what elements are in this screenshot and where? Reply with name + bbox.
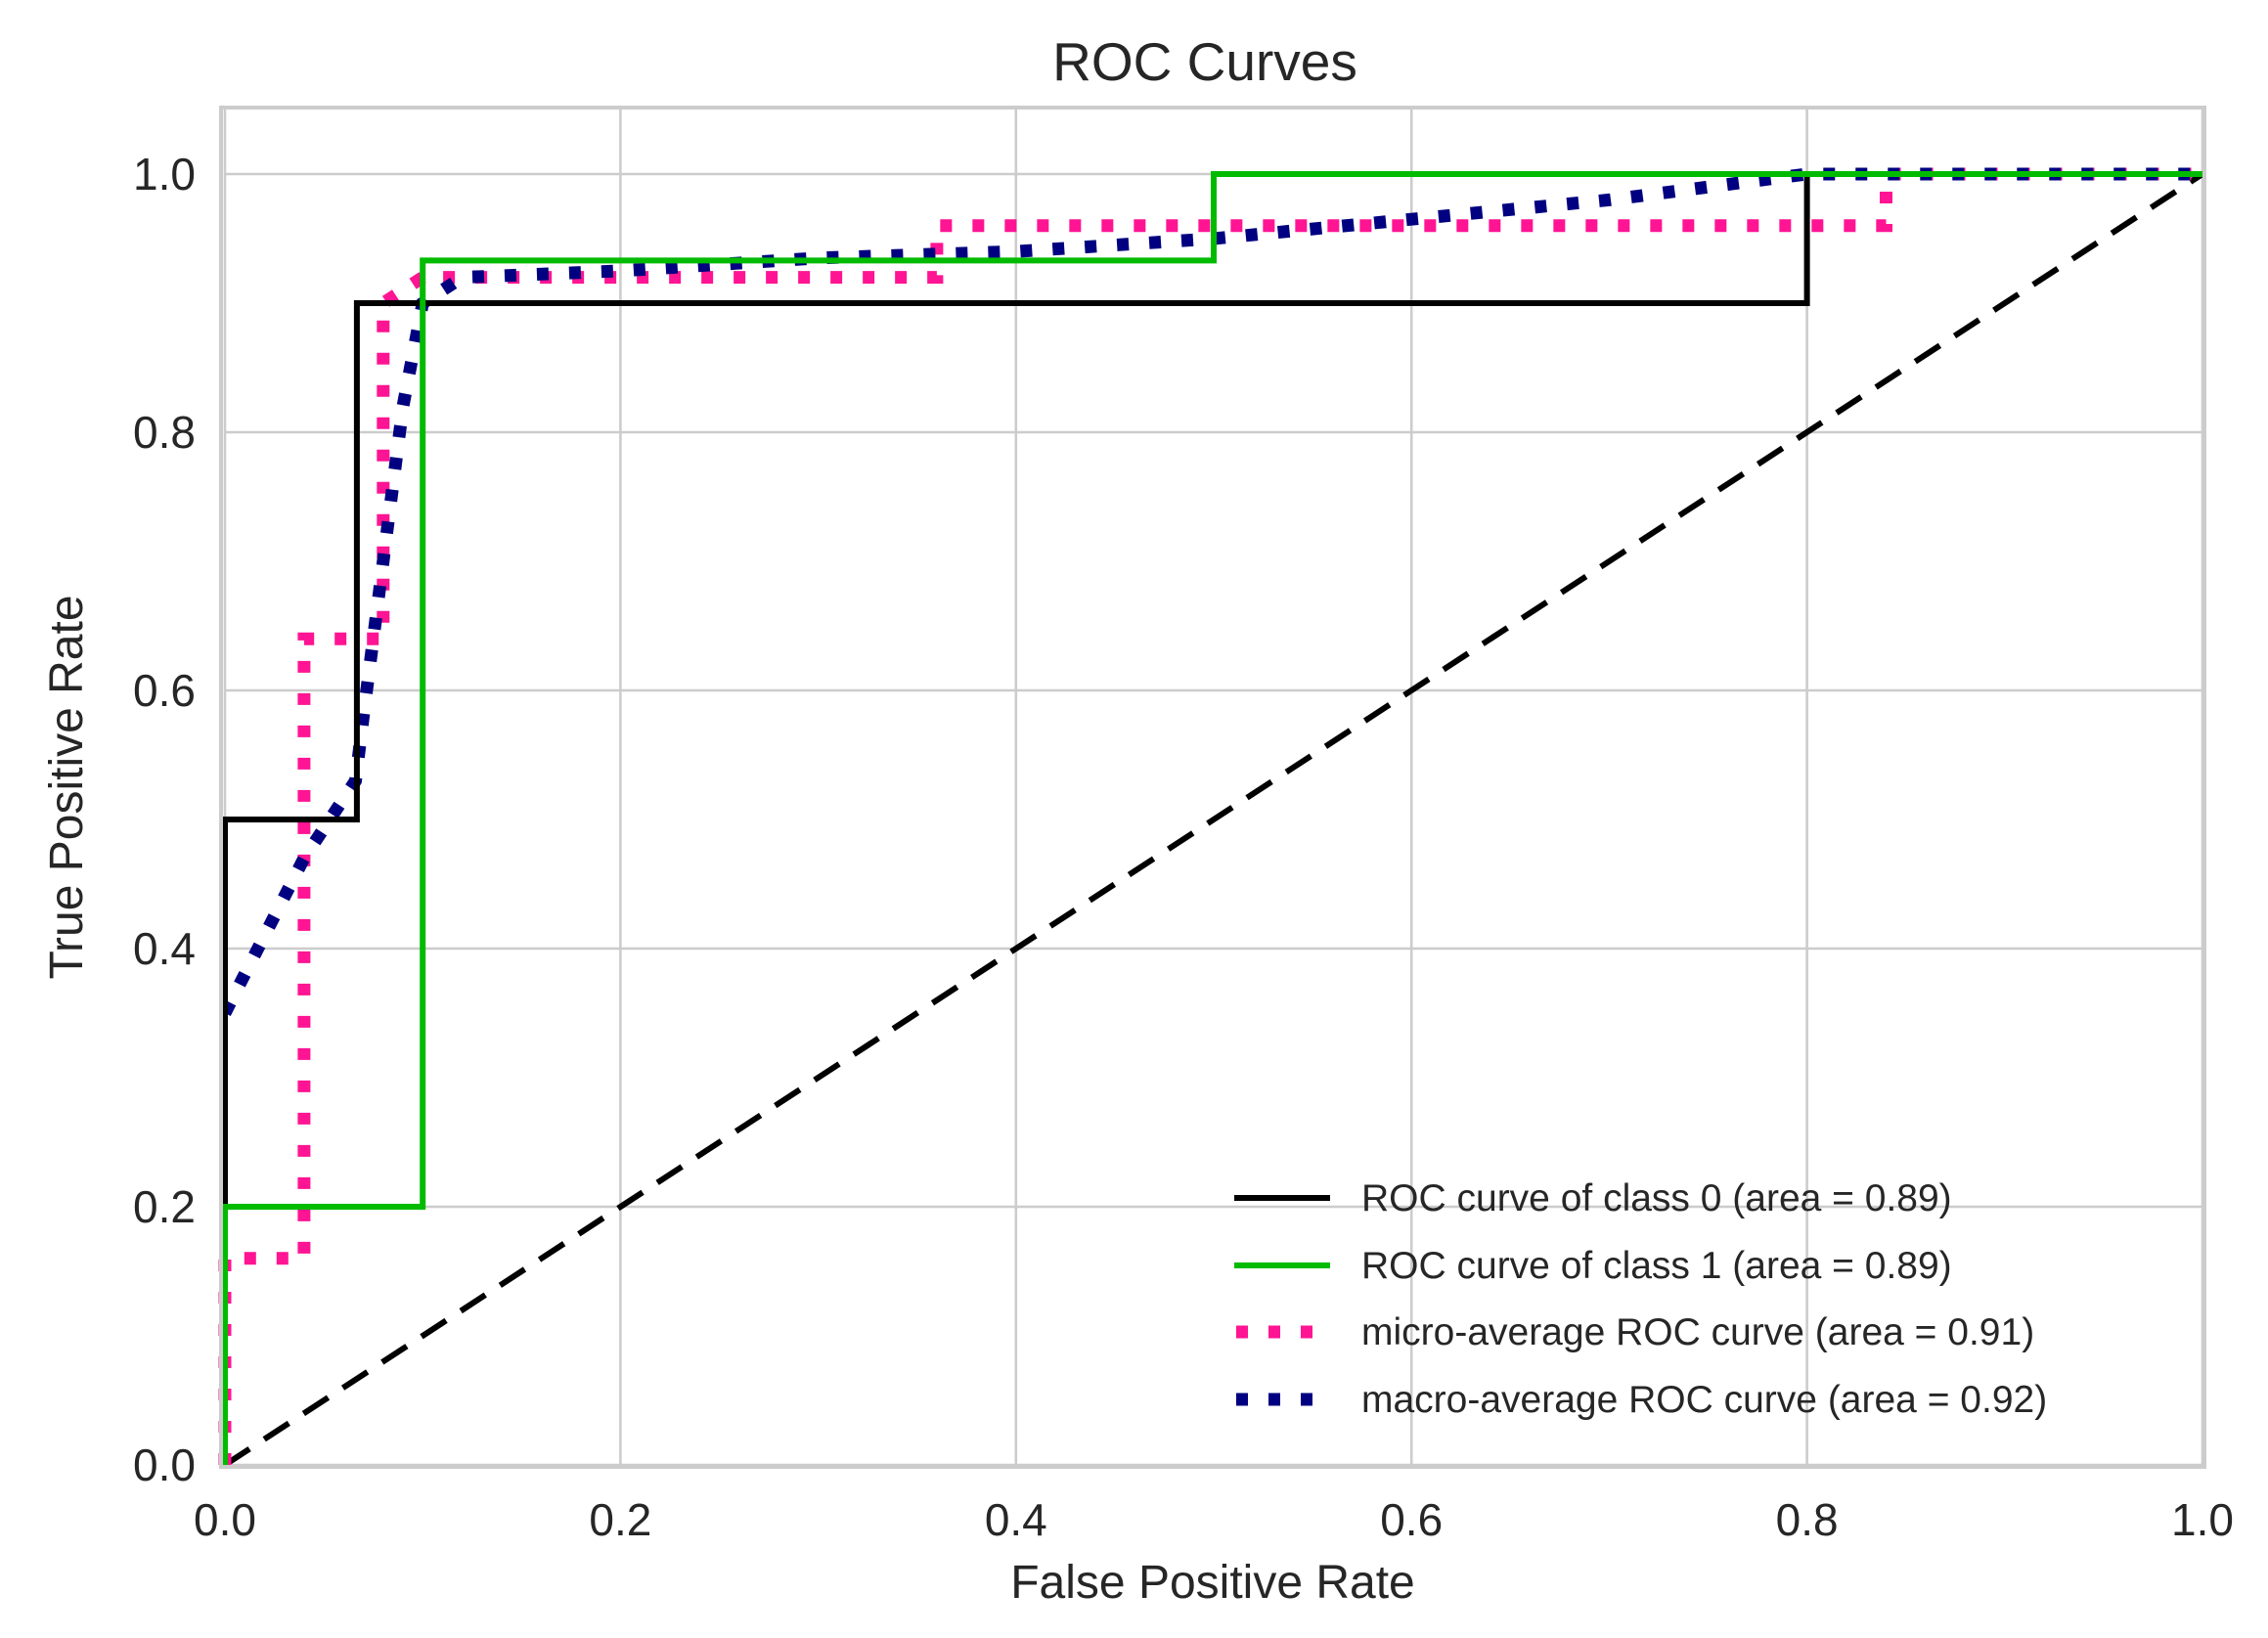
x-axis-label: False Positive Rate bbox=[1010, 1557, 1415, 1609]
y-tick-label: 0.2 bbox=[133, 1181, 196, 1232]
y-tick-labels: 0.0 0.2 0.4 0.6 0.8 1.0 bbox=[133, 149, 196, 1490]
legend: ROC curve of class 0 (area = 0.89) ROC c… bbox=[1234, 1177, 2047, 1421]
legend-label-micro-average: micro-average ROC curve (area = 0.91) bbox=[1361, 1311, 2034, 1353]
x-tick-label: 0.6 bbox=[1380, 1494, 1443, 1545]
grid bbox=[223, 110, 2204, 1467]
x-tick-label: 0.0 bbox=[194, 1494, 256, 1545]
legend-label-class-0: ROC curve of class 0 (area = 0.89) bbox=[1361, 1177, 1952, 1219]
legend-label-macro-average: macro-average ROC curve (area = 0.92) bbox=[1361, 1379, 2047, 1421]
x-tick-labels: 0.0 0.2 0.4 0.6 0.8 1.0 bbox=[194, 1494, 2234, 1545]
x-tick-label: 0.2 bbox=[589, 1494, 651, 1545]
y-tick-label: 0.8 bbox=[133, 407, 196, 458]
legend-label-class-1: ROC curve of class 1 (area = 0.89) bbox=[1361, 1245, 1952, 1287]
y-axis-label: True Positive Rate bbox=[41, 595, 93, 979]
series-line-class1 bbox=[222, 171, 2202, 1465]
series-line-macro bbox=[219, 167, 2202, 1016]
x-tick-label: 1.0 bbox=[2171, 1494, 2234, 1545]
y-tick-label: 0.0 bbox=[133, 1439, 196, 1490]
plot-series bbox=[218, 167, 2204, 1468]
y-tick-label: 0.4 bbox=[133, 923, 196, 974]
chart-title: ROC Curves bbox=[1052, 31, 1357, 92]
x-tick-label: 0.8 bbox=[1776, 1494, 1839, 1545]
y-tick-label: 1.0 bbox=[133, 149, 196, 199]
plot-frame bbox=[219, 106, 2206, 1469]
x-tick-label: 0.4 bbox=[985, 1494, 1047, 1545]
y-tick-label: 0.6 bbox=[133, 665, 196, 716]
series-line-diagonal bbox=[223, 171, 2204, 1468]
